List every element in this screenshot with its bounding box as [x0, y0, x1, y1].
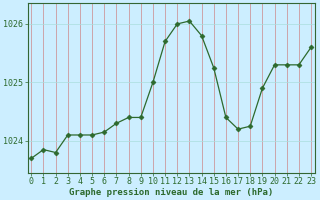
X-axis label: Graphe pression niveau de la mer (hPa): Graphe pression niveau de la mer (hPa): [69, 188, 273, 197]
